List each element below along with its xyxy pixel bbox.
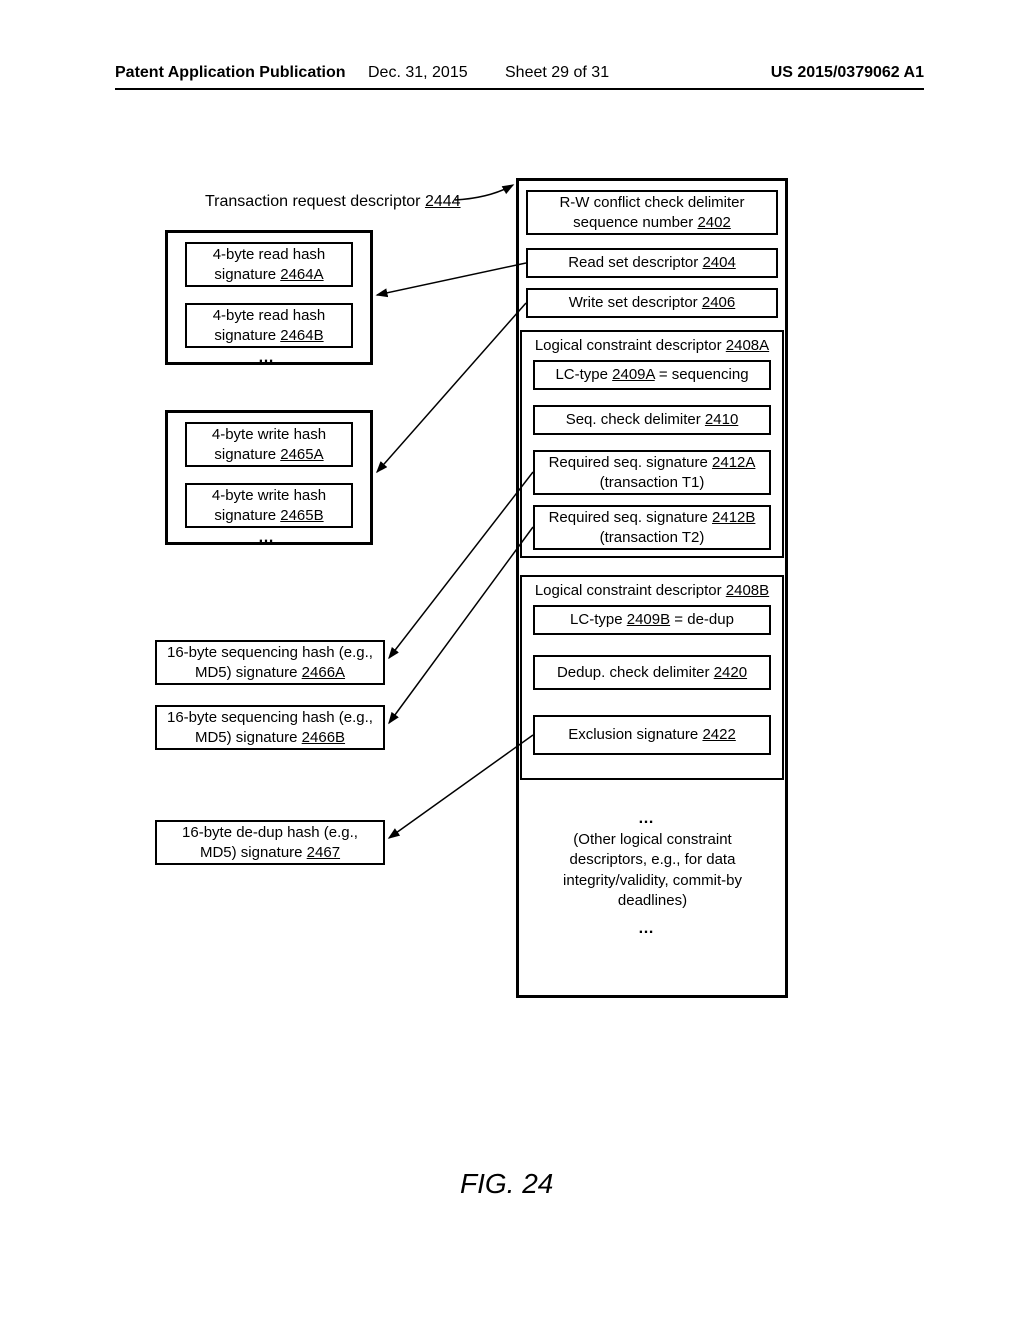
lc-type-a-text: LC-type 2409A = sequencing	[555, 365, 748, 385]
read-hash-b-line2: signature 2464B	[214, 326, 323, 346]
exclusion-text: Exclusion signature 2422	[568, 725, 736, 745]
read-hash-a: 4-byte read hash signature 2464A	[185, 242, 353, 287]
read-hash-b-line1: 4-byte read hash	[213, 306, 326, 326]
header-publication: Patent Application Publication	[115, 64, 346, 82]
rw-conflict-line1: R-W conflict check delimiter	[559, 193, 744, 213]
dedup-check-text: Dedup. check delimiter 2420	[557, 663, 747, 683]
rw-conflict-box: R-W conflict check delimiter sequence nu…	[526, 190, 778, 235]
write-hash-a: 4-byte write hash signature 2465A	[185, 422, 353, 467]
page-header: Patent Application Publication Dec. 31, …	[115, 88, 924, 90]
seq-hash-a-line1: 16-byte sequencing hash (e.g.,	[167, 643, 373, 663]
read-hash-a-line1: 4-byte read hash	[213, 245, 326, 265]
read-hash-b: 4-byte read hash signature 2464B	[185, 303, 353, 348]
req-seq-a-line1: Required seq. signature 2412A	[549, 453, 756, 473]
req-seq-a-box: Required seq. signature 2412A (transacti…	[533, 450, 771, 495]
arrow-connectors	[0, 160, 1024, 1110]
seq-hash-b-line1: 16-byte sequencing hash (e.g.,	[167, 708, 373, 728]
ellipsis-icon: …	[258, 529, 276, 547]
ellipsis-icon: …	[258, 349, 276, 367]
lcd-b-label: Logical constraint descriptor 2408B	[528, 581, 776, 601]
lcd-a-label: Logical constraint descriptor 2408A	[528, 336, 776, 356]
write-set-box: Write set descriptor 2406	[526, 288, 778, 318]
write-hash-b: 4-byte write hash signature 2465B	[185, 483, 353, 528]
header-date: Dec. 31, 2015	[368, 64, 468, 82]
write-hash-a-line2: signature 2465A	[214, 445, 323, 465]
seq-hash-a-line2: MD5) signature 2466A	[195, 663, 345, 683]
other-constraints-text: (Other logical constraint descriptors, e…	[540, 830, 765, 911]
read-set-box: Read set descriptor 2404	[526, 248, 778, 278]
dedup-hash: 16-byte de-dup hash (e.g., MD5) signatur…	[155, 820, 385, 865]
seq-hash-b-line2: MD5) signature 2466B	[195, 728, 345, 748]
header-sheet: Sheet 29 of 31	[505, 64, 609, 82]
req-seq-b-line2: (transaction T2)	[600, 528, 705, 548]
ellipsis-icon: …	[638, 810, 656, 828]
write-hash-b-line1: 4-byte write hash	[212, 486, 326, 506]
rw-conflict-line2: sequence number 2402	[573, 213, 731, 233]
req-seq-b-line1: Required seq. signature 2412B	[549, 508, 756, 528]
dedup-hash-line1: 16-byte de-dup hash (e.g.,	[182, 823, 358, 843]
lc-type-b-text: LC-type 2409B = de-dup	[570, 610, 734, 630]
header-pubnum: US 2015/0379062 A1	[771, 64, 924, 82]
dedup-check-box: Dedup. check delimiter 2420	[533, 655, 771, 690]
write-set-text: Write set descriptor 2406	[569, 293, 735, 313]
trd-title-num: 2444	[425, 193, 461, 210]
diagram-area: Transaction request descriptor 2444 4-by…	[0, 160, 1024, 1110]
write-hash-b-line2: signature 2465B	[214, 506, 323, 526]
figure-label: FIG. 24	[460, 1168, 553, 1200]
seq-check-box: Seq. check delimiter 2410	[533, 405, 771, 435]
exclusion-box: Exclusion signature 2422	[533, 715, 771, 755]
write-hash-a-line1: 4-byte write hash	[212, 425, 326, 445]
lc-type-a-box: LC-type 2409A = sequencing	[533, 360, 771, 390]
read-hash-a-line2: signature 2464A	[214, 265, 323, 285]
trd-title-text: Transaction request descriptor	[205, 193, 421, 210]
req-seq-a-line2: (transaction T1)	[600, 473, 705, 493]
req-seq-b-box: Required seq. signature 2412B (transacti…	[533, 505, 771, 550]
dedup-hash-line2: MD5) signature 2467	[200, 843, 340, 863]
read-set-text: Read set descriptor 2404	[568, 253, 736, 273]
seq-hash-a: 16-byte sequencing hash (e.g., MD5) sign…	[155, 640, 385, 685]
seq-check-text: Seq. check delimiter 2410	[566, 410, 739, 430]
lc-type-b-box: LC-type 2409B = de-dup	[533, 605, 771, 635]
trd-title: Transaction request descriptor 2444	[205, 193, 461, 211]
ellipsis-icon: …	[638, 920, 656, 938]
seq-hash-b: 16-byte sequencing hash (e.g., MD5) sign…	[155, 705, 385, 750]
